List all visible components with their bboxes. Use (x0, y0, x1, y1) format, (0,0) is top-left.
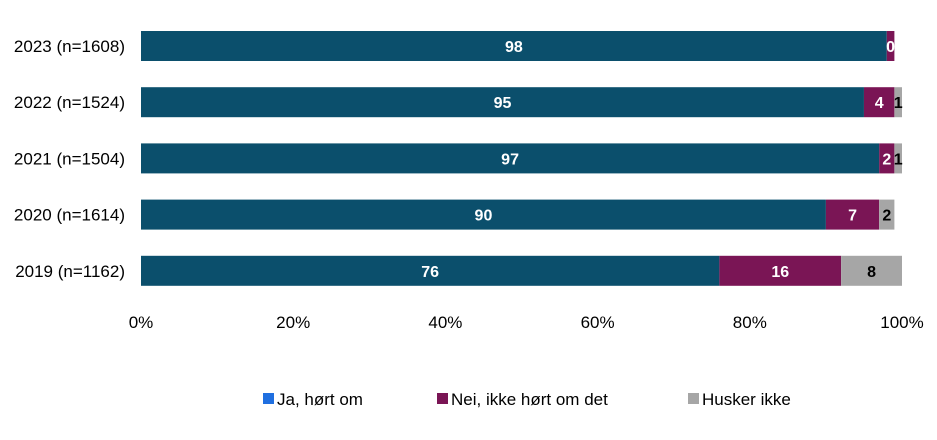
bars-group: 98 095 4 197 2 190 7 276 16 8 (141, 31, 903, 286)
data-label: 0 (886, 39, 895, 56)
bar-segment (719, 255, 842, 286)
data-label: 7 (848, 208, 857, 225)
data-label: 1 (894, 95, 903, 112)
data-label: 16 (771, 264, 789, 281)
legend-label: Ja, hørt om (277, 390, 363, 409)
bar-segment (841, 255, 902, 286)
bar-segment (141, 199, 826, 230)
category-label: 2022 (n=1524) (14, 93, 125, 112)
data-label: 97 (501, 151, 519, 168)
bar-segment (141, 31, 887, 61)
data-label: 1 (894, 151, 903, 168)
data-label: 2 (882, 208, 891, 225)
x-tick-label: 100% (880, 313, 923, 332)
x-tick-label: 40% (428, 313, 462, 332)
category-label: 2023 (n=1608) (14, 37, 125, 56)
x-tick-label: 60% (581, 313, 615, 332)
bar-segment (879, 143, 895, 174)
bar-segment (894, 87, 902, 118)
data-label: 90 (475, 208, 493, 225)
bar-segment (141, 143, 880, 174)
bar-segment (141, 87, 864, 118)
data-label: 95 (494, 95, 512, 112)
legend-swatch (688, 393, 699, 404)
bar-segment (879, 199, 895, 230)
category-label: 2021 (n=1504) (14, 149, 125, 168)
bar-segment (141, 255, 720, 286)
legend-label: Nei, ikke hørt om det (451, 390, 608, 409)
category-label: 2019 (n=1162) (15, 262, 125, 281)
legend-label: Husker ikke (702, 390, 791, 409)
legend: Ja, hørt om Nei, ikke hørt om det Husker i… (263, 390, 791, 409)
bar-segment (894, 143, 902, 174)
x-axis-tick-labels: 0% 20% 40% 60% 80% 100% (129, 313, 924, 332)
x-tick-label: 20% (276, 313, 310, 332)
data-label: 8 (867, 264, 876, 281)
data-label: 4 (875, 95, 884, 112)
x-tick-label: 80% (733, 313, 767, 332)
bar-segment (825, 199, 880, 230)
data-label: 98 (505, 39, 523, 56)
category-label: 2020 (n=1614) (14, 206, 125, 225)
data-label: 2 (882, 151, 891, 168)
data-label: 76 (421, 264, 439, 281)
legend-swatch (437, 393, 448, 404)
legend-swatch (263, 393, 274, 404)
category-labels: 2023 (n=1608) 2022 (n=1524) 2021 (n=1504) 2… (14, 37, 125, 281)
bar-segment (863, 87, 895, 118)
bar-segment (886, 31, 895, 61)
x-tick-label: 0% (129, 313, 154, 332)
